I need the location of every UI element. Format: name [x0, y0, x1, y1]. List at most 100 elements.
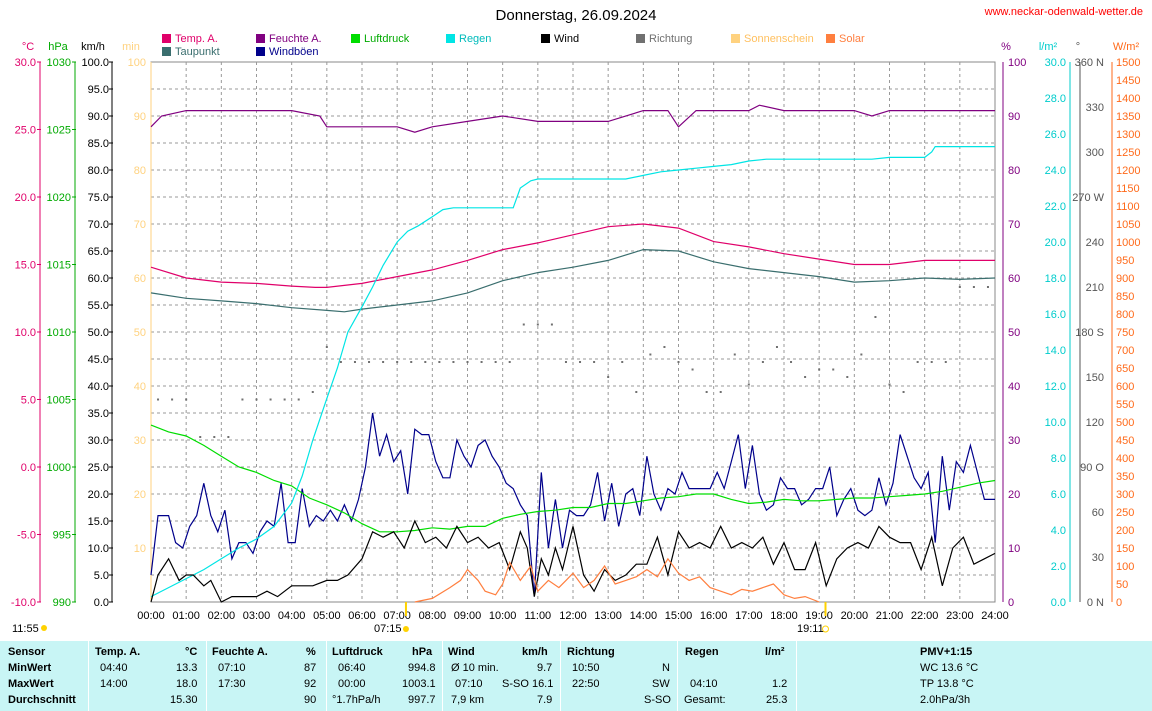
- website-link: www.neckar-odenwald-wetter.de: [984, 6, 1143, 18]
- direction-point: [564, 361, 567, 363]
- header-wind-unit: km/h: [522, 646, 548, 658]
- direction-point: [733, 353, 736, 356]
- direction-point: [410, 361, 413, 363]
- y-tick-label: -10.0: [11, 597, 36, 609]
- y-tick-label: 1025: [47, 125, 71, 137]
- row-label: Durchschnitt: [8, 694, 76, 706]
- regen-total-label: Gesamt:: [684, 694, 726, 706]
- header-temp-unit: °C: [185, 646, 198, 658]
- y-tick-label: 30.0: [88, 435, 109, 447]
- y-tick-label: 1350: [1116, 111, 1140, 123]
- direction-point: [846, 376, 849, 378]
- y-tick-label: 1200: [1116, 165, 1140, 177]
- direction-point: [972, 286, 975, 288]
- luft-min-val: 994.8: [408, 662, 436, 674]
- y-tick-label: 15.0: [88, 516, 109, 528]
- pmv-3: 2.0hPa/3h: [920, 694, 971, 706]
- legend-swatch: [162, 47, 171, 56]
- y-tick-label: 2.0: [1051, 561, 1066, 573]
- y-tick-label: 100: [1008, 57, 1026, 69]
- legend-label: Feuchte A.: [269, 33, 322, 45]
- direction-point: [761, 361, 764, 363]
- legend-swatch: [446, 34, 455, 43]
- wind-min-time: Ø 10 min.: [451, 662, 499, 674]
- feuchte-max-time: 17:30: [218, 678, 246, 690]
- direction-point: [466, 361, 469, 363]
- y-tick-label: 20: [134, 489, 146, 501]
- y-tick-label: 26.0: [1045, 129, 1066, 141]
- table-divider: [206, 641, 207, 711]
- y-tick-label: 30.0: [1045, 57, 1066, 69]
- x-tick-label: 09:00: [454, 610, 482, 622]
- y-tick-label: 250: [1116, 507, 1134, 519]
- unit-pressure: hPa: [48, 41, 68, 53]
- y-tick-label: 70: [1008, 219, 1020, 231]
- direction-point: [860, 353, 863, 356]
- unit-sun: min: [122, 41, 140, 53]
- y-tick-label: 1000: [1116, 237, 1140, 249]
- series-line-wind: [150, 519, 996, 603]
- y-tick-label: 1300: [1116, 129, 1140, 141]
- feuchte-max-val: 92: [304, 678, 317, 690]
- direction-point: [888, 383, 891, 386]
- y-tick-label: 350: [1116, 471, 1134, 483]
- header-feuchte-unit: %: [306, 646, 316, 658]
- y-tick-label: 40: [134, 381, 146, 393]
- x-tick-label: 04:00: [278, 610, 306, 622]
- y-tick-label: 40.0: [88, 381, 109, 393]
- direction-point: [747, 383, 750, 386]
- direction-point: [283, 398, 286, 401]
- y-tick-label: 270 W: [1072, 192, 1104, 204]
- direction-point: [719, 391, 722, 393]
- y-tick-label: 35.0: [88, 408, 109, 420]
- y-tick-label: 1005: [47, 395, 71, 407]
- direction-point: [185, 398, 188, 401]
- y-tick-label: 80: [134, 165, 146, 177]
- direction-point: [818, 368, 821, 371]
- y-tick-label: 1030: [47, 57, 71, 69]
- wind-avg-val: 7.9: [537, 694, 553, 706]
- unit-humidity: %: [1001, 41, 1011, 53]
- y-tick-label: 20: [1008, 489, 1020, 501]
- temp-avg-val: 15.30: [170, 694, 198, 706]
- luft-min-time: 06:40: [338, 662, 366, 674]
- y-tick-label: 1050: [1116, 219, 1140, 231]
- direction-point: [382, 361, 385, 363]
- summary-table: [0, 641, 1152, 711]
- direction-point: [241, 398, 244, 401]
- y-tick-label: 330: [1086, 102, 1104, 114]
- y-tick-label: 5.0: [94, 570, 109, 582]
- richt-min-val: N: [662, 662, 670, 674]
- wind-max-val: S-SO 16.1: [502, 678, 554, 690]
- y-tick-label: 90: [1008, 111, 1020, 123]
- y-tick-label: 850: [1116, 291, 1134, 303]
- direction-point: [902, 391, 905, 393]
- luft-avg-val: 997.7: [408, 694, 436, 706]
- y-tick-label: 995: [53, 530, 71, 542]
- header-sensor: Sensor: [8, 646, 46, 658]
- direction-point: [691, 368, 694, 371]
- y-tick-label: 50.0: [88, 327, 109, 339]
- direction-point: [424, 361, 427, 363]
- direction-point: [804, 376, 807, 378]
- y-tick-label: 750: [1116, 327, 1134, 339]
- regen-max-val: 1.2: [772, 678, 788, 690]
- feuchte-min-time: 07:10: [218, 662, 246, 674]
- y-tick-label: 60.0: [88, 273, 109, 285]
- direction-point: [635, 391, 638, 393]
- x-tick-label: 15:00: [665, 610, 693, 622]
- header-regen: Regen: [685, 646, 719, 658]
- direction-point: [677, 361, 680, 363]
- y-tick-label: 20.0: [88, 489, 109, 501]
- chart-title: Donnerstag, 26.09.2024: [496, 7, 657, 24]
- y-tick-label: 1020: [47, 192, 71, 204]
- feuchte-min-val: 87: [304, 662, 317, 674]
- direction-point: [522, 323, 525, 326]
- unit-temp: °C: [22, 41, 34, 53]
- direction-point: [452, 361, 455, 363]
- direction-point: [593, 361, 596, 363]
- y-tick-label: 55.0: [88, 300, 109, 312]
- temp-min-time: 04:40: [100, 662, 128, 674]
- x-tick-label: 10:00: [489, 610, 517, 622]
- series-line-windb-en: [150, 412, 995, 597]
